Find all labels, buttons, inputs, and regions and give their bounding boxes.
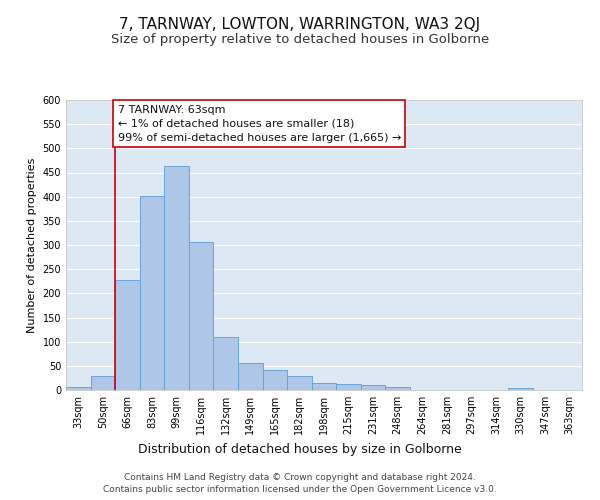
Bar [508, 388, 533, 390]
Bar [91, 376, 115, 390]
Bar [361, 385, 385, 390]
Bar [214, 338, 238, 390]
Bar [312, 383, 336, 390]
Bar [263, 370, 287, 390]
Text: Contains HM Land Registry data © Crown copyright and database right 2024.
Contai: Contains HM Land Registry data © Crown c… [103, 472, 497, 494]
Text: Size of property relative to detached houses in Golborne: Size of property relative to detached ho… [111, 32, 489, 46]
Bar [238, 364, 263, 390]
Text: Distribution of detached houses by size in Golborne: Distribution of detached houses by size … [138, 442, 462, 456]
Bar [115, 280, 140, 390]
Y-axis label: Number of detached properties: Number of detached properties [27, 158, 37, 332]
Bar [66, 386, 91, 390]
Bar [140, 196, 164, 390]
Bar [385, 386, 410, 390]
Text: 7, TARNWAY, LOWTON, WARRINGTON, WA3 2QJ: 7, TARNWAY, LOWTON, WARRINGTON, WA3 2QJ [119, 18, 481, 32]
Bar [164, 166, 189, 390]
Bar [287, 376, 312, 390]
Bar [336, 384, 361, 390]
Text: 7 TARNWAY: 63sqm
← 1% of detached houses are smaller (18)
99% of semi-detached h: 7 TARNWAY: 63sqm ← 1% of detached houses… [118, 105, 401, 143]
Bar [189, 242, 214, 390]
